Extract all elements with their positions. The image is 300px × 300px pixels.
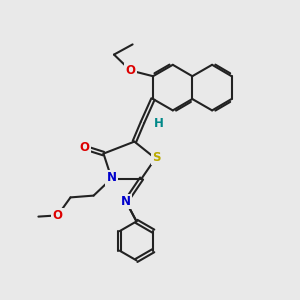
Text: S: S: [152, 151, 160, 164]
Text: N: N: [106, 171, 117, 184]
Text: H: H: [154, 117, 164, 130]
Text: O: O: [52, 209, 63, 222]
Text: O: O: [80, 141, 90, 154]
Text: N: N: [121, 195, 131, 208]
Text: O: O: [125, 64, 136, 77]
